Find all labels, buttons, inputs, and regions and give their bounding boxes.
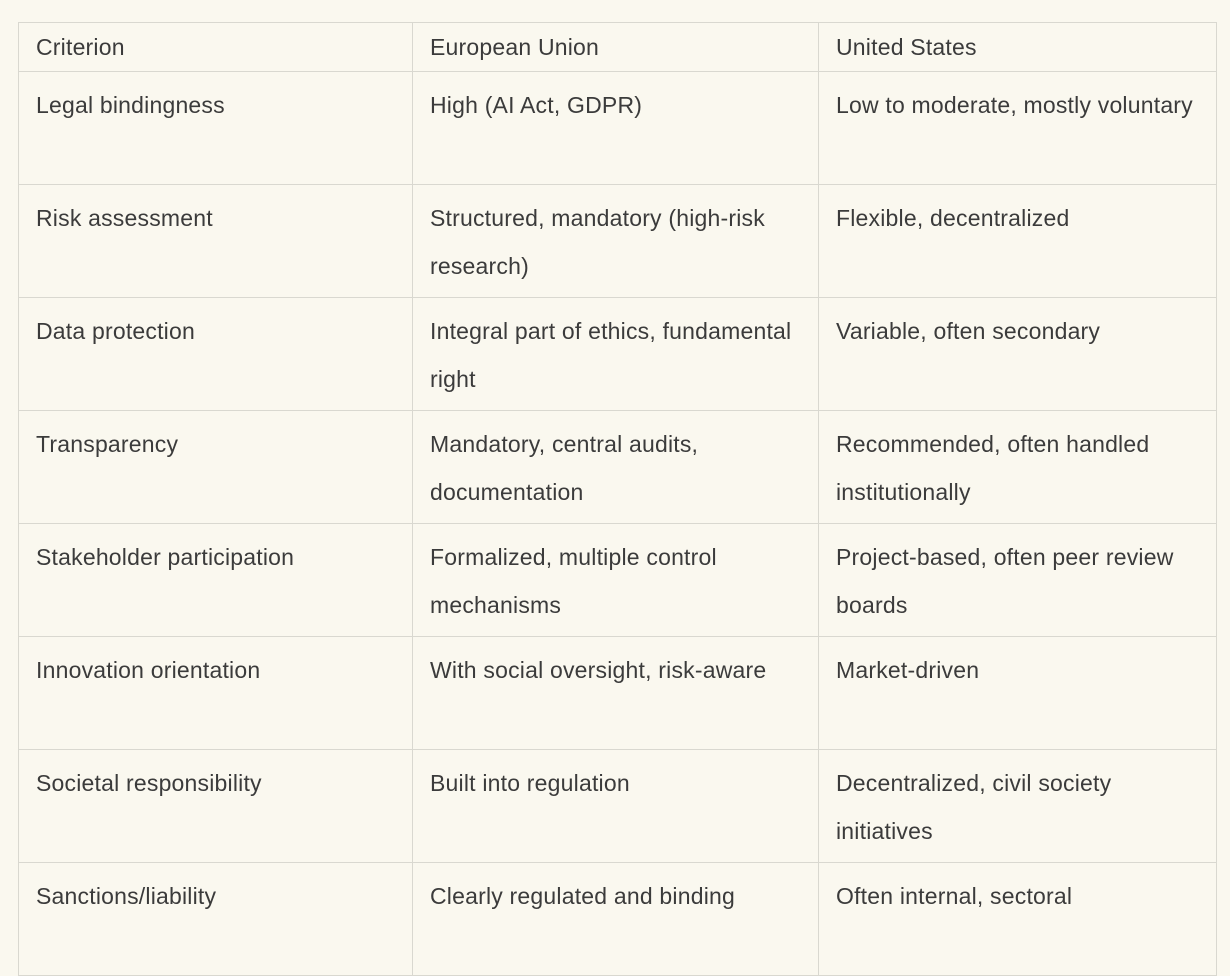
column-header-united-states: United States xyxy=(818,22,1217,72)
cell-united-states: Recommended, often handled institutional… xyxy=(818,410,1217,524)
cell-united-states: Often internal, sectoral xyxy=(818,862,1217,976)
cell-united-states: Market-driven xyxy=(818,636,1217,750)
table-header: Criterion European Union United States xyxy=(18,22,1217,72)
cell-european-union: Clearly regulated and binding xyxy=(412,862,819,976)
table-row: Innovation orientation With social overs… xyxy=(18,636,1217,750)
cell-united-states: Decentralized, civil society initiatives xyxy=(818,749,1217,863)
table-row: Transparency Mandatory, central audits, … xyxy=(18,410,1217,524)
table-row: Risk assessment Structured, mandatory (h… xyxy=(18,184,1217,298)
column-header-criterion: Criterion xyxy=(18,22,413,72)
cell-criterion: Data protection xyxy=(18,297,413,411)
column-header-european-union: European Union xyxy=(412,22,819,72)
header-row: Criterion European Union United States xyxy=(18,22,1217,72)
cell-european-union: Integral part of ethics, fundamental rig… xyxy=(412,297,819,411)
comparison-table-container: Criterion European Union United States L… xyxy=(18,22,1217,976)
table-body: Legal bindingness High (AI Act, GDPR) Lo… xyxy=(18,71,1217,976)
table-row: Data protection Integral part of ethics,… xyxy=(18,297,1217,411)
cell-european-union: Built into regulation xyxy=(412,749,819,863)
cell-european-union: Mandatory, central audits, documentation xyxy=(412,410,819,524)
cell-european-union: Formalized, multiple control mechanisms xyxy=(412,523,819,637)
cell-criterion: Transparency xyxy=(18,410,413,524)
cell-european-union: With social oversight, risk-aware xyxy=(412,636,819,750)
cell-united-states: Low to moderate, mostly voluntary xyxy=(818,71,1217,185)
cell-criterion: Societal responsibility xyxy=(18,749,413,863)
cell-european-union: High (AI Act, GDPR) xyxy=(412,71,819,185)
cell-criterion: Risk assessment xyxy=(18,184,413,298)
cell-united-states: Variable, often secondary xyxy=(818,297,1217,411)
cell-criterion: Sanctions/liability xyxy=(18,862,413,976)
table-row: Societal responsibility Built into regul… xyxy=(18,749,1217,863)
cell-criterion: Innovation orientation xyxy=(18,636,413,750)
table-row: Stakeholder participation Formalized, mu… xyxy=(18,523,1217,637)
table-row: Legal bindingness High (AI Act, GDPR) Lo… xyxy=(18,71,1217,185)
table-row: Sanctions/liability Clearly regulated an… xyxy=(18,862,1217,976)
cell-criterion: Legal bindingness xyxy=(18,71,413,185)
cell-united-states: Project-based, often peer review boards xyxy=(818,523,1217,637)
cell-european-union: Structured, mandatory (high-risk researc… xyxy=(412,184,819,298)
cell-united-states: Flexible, decentralized xyxy=(818,184,1217,298)
eu-us-comparison-table: Criterion European Union United States L… xyxy=(18,22,1217,976)
cell-criterion: Stakeholder participation xyxy=(18,523,413,637)
